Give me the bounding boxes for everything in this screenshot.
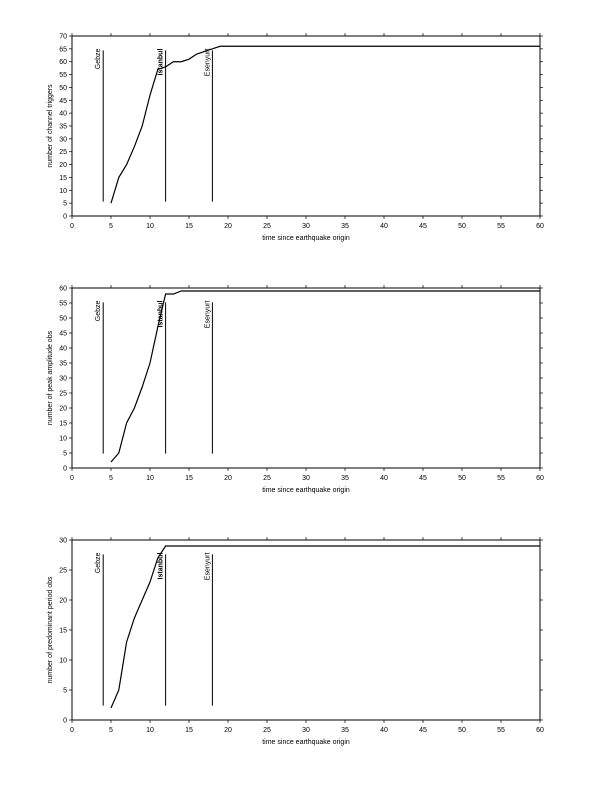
y-axis-label: number of channel triggers <box>47 84 54 168</box>
y-tick-label: 70 <box>59 34 67 41</box>
y-tick-label: 5 <box>63 451 67 458</box>
y-tick-label: 50 <box>59 316 67 323</box>
x-tick-label: 15 <box>185 223 193 230</box>
x-tick-label: 0 <box>70 475 74 482</box>
y-tick-label: 40 <box>59 111 67 118</box>
x-axis-label: time since earthquake origin <box>262 235 350 242</box>
x-tick-label: 45 <box>419 727 427 734</box>
x-tick-label: 25 <box>263 223 271 230</box>
x-tick-label: 55 <box>497 475 505 482</box>
x-tick-label: 35 <box>341 475 349 482</box>
event-label: Istanbul <box>158 49 165 76</box>
y-tick-label: 10 <box>59 658 67 665</box>
y-tick-label: 0 <box>63 466 67 473</box>
x-tick-label: 20 <box>224 475 232 482</box>
x-tick-label: 15 <box>185 727 193 734</box>
x-tick-label: 50 <box>458 223 466 230</box>
y-tick-label: 5 <box>63 688 67 695</box>
event-label: Esenyurt <box>204 301 211 329</box>
data-line <box>110 290 540 463</box>
x-tick-label: 5 <box>109 727 113 734</box>
y-tick-label: 30 <box>59 136 67 143</box>
y-tick-label: 10 <box>59 436 67 443</box>
y-tick-label: 15 <box>59 628 67 635</box>
y-tick-label: 15 <box>59 421 67 428</box>
x-tick-label: 20 <box>224 223 232 230</box>
event-label: Esenyurt <box>204 553 211 581</box>
x-axis-label: time since earthquake origin <box>262 739 350 746</box>
x-tick-label: 0 <box>70 727 74 734</box>
y-tick-label: 60 <box>59 59 67 66</box>
y-tick-label: 10 <box>59 188 67 195</box>
x-tick-label: 30 <box>302 475 310 482</box>
x-tick-label: 15 <box>185 475 193 482</box>
event-label: Gebze <box>95 48 102 69</box>
y-tick-label: 35 <box>59 124 67 131</box>
x-tick-label: 35 <box>341 727 349 734</box>
y-tick-label: 25 <box>59 149 67 156</box>
x-tick-label: 40 <box>380 727 388 734</box>
x-tick-label: 10 <box>146 475 154 482</box>
x-tick-label: 40 <box>380 475 388 482</box>
x-tick-label: 30 <box>302 223 310 230</box>
y-axis-label: number of peak amplitude obs <box>47 330 54 425</box>
y-tick-label: 0 <box>63 214 67 221</box>
y-tick-label: 0 <box>63 718 67 725</box>
y-tick-label: 55 <box>59 72 67 79</box>
x-tick-label: 10 <box>146 727 154 734</box>
event-label: Gebze <box>95 300 102 321</box>
plot-frame <box>71 287 541 469</box>
x-tick-label: 60 <box>536 475 544 482</box>
x-axis-label: time since earthquake origin <box>262 487 350 494</box>
x-tick-label: 25 <box>263 475 271 482</box>
y-tick-label: 25 <box>59 391 67 398</box>
x-tick-label: 45 <box>419 223 427 230</box>
event-label: Esenyurt <box>204 49 211 77</box>
x-tick-label: 55 <box>497 727 505 734</box>
y-tick-label: 50 <box>59 85 67 92</box>
y-tick-label: 15 <box>59 175 67 182</box>
data-line <box>110 45 540 204</box>
data-line <box>110 545 540 709</box>
x-tick-label: 25 <box>263 727 271 734</box>
x-tick-label: 5 <box>109 223 113 230</box>
x-tick-label: 50 <box>458 475 466 482</box>
x-tick-label: 0 <box>70 223 74 230</box>
y-tick-label: 25 <box>59 568 67 575</box>
x-tick-label: 40 <box>380 223 388 230</box>
y-tick-label: 45 <box>59 98 67 105</box>
x-tick-label: 55 <box>497 223 505 230</box>
y-tick-label: 65 <box>59 46 67 53</box>
y-tick-label: 55 <box>59 301 67 308</box>
event-label: Istanbul <box>158 553 165 580</box>
x-tick-label: 35 <box>341 223 349 230</box>
y-tick-label: 20 <box>59 598 67 605</box>
y-axis-label: number of predominant period obs <box>47 576 54 684</box>
x-tick-label: 60 <box>536 223 544 230</box>
y-tick-label: 30 <box>59 538 67 545</box>
x-tick-label: 60 <box>536 727 544 734</box>
x-tick-label: 20 <box>224 727 232 734</box>
x-tick-label: 30 <box>302 727 310 734</box>
y-tick-label: 30 <box>59 376 67 383</box>
y-tick-label: 40 <box>59 346 67 353</box>
event-label: Gebze <box>95 552 102 573</box>
x-tick-label: 45 <box>419 475 427 482</box>
y-tick-label: 35 <box>59 361 67 368</box>
y-tick-label: 20 <box>59 162 67 169</box>
plot-frame <box>71 539 541 721</box>
y-tick-label: 45 <box>59 331 67 338</box>
x-tick-label: 50 <box>458 727 466 734</box>
y-tick-label: 60 <box>59 286 67 293</box>
y-tick-label: 20 <box>59 406 67 413</box>
x-tick-label: 5 <box>109 475 113 482</box>
y-tick-label: 5 <box>63 201 67 208</box>
x-tick-label: 10 <box>146 223 154 230</box>
